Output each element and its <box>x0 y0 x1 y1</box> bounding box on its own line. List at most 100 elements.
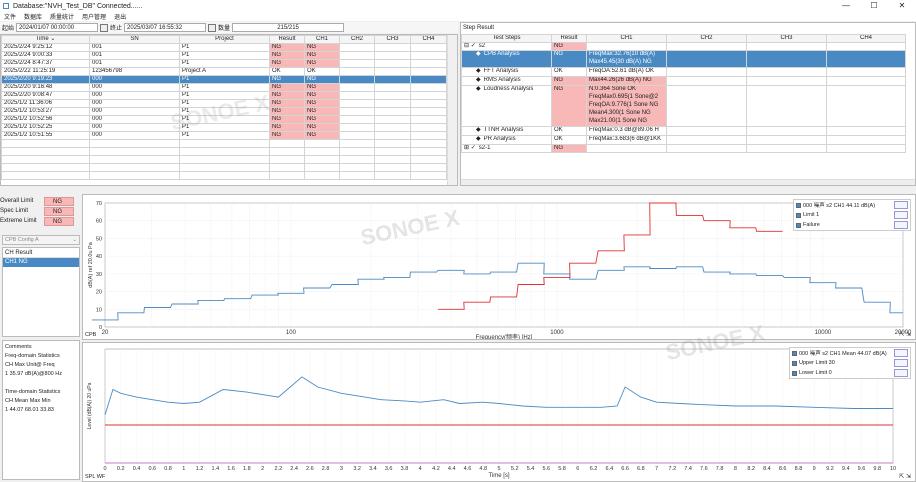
tree-toggle-icon[interactable]: ⊞ ✓ <box>464 145 476 152</box>
step-ch1-cell <box>586 42 667 51</box>
column-header-project[interactable]: Project <box>179 35 270 44</box>
column-header-ch2[interactable]: CH2 <box>339 35 375 44</box>
table-cell: 000 <box>89 123 180 132</box>
step-row[interactable]: ◆ FFT Analysis OK FreqOA:52.61 dB(A) OK <box>461 67 906 77</box>
diamond-icon[interactable]: ◆ <box>476 77 481 84</box>
column-header-step-result[interactable]: Result <box>551 34 587 43</box>
table-row[interactable]: 2025/1/2 10:52:56 000 P1 NG NG <box>1 115 447 124</box>
step-ch1-cell: Max44.26(26 dB(A) NG <box>586 76 667 86</box>
step-cell <box>826 135 906 145</box>
x-tick-label: 1.6 <box>227 466 235 472</box>
diamond-icon[interactable]: ◆ <box>476 136 481 143</box>
column-header-result[interactable]: Result <box>269 35 305 44</box>
step-row[interactable]: ◆ Loudness Analysis NG N:0.364 Sone OK FreqM… <box>461 85 906 127</box>
legend-item-failure[interactable]: Failure <box>794 220 910 230</box>
table-cell: NG <box>269 43 305 52</box>
ch-result-item[interactable]: CH1 NG <box>3 258 79 267</box>
table-row[interactable]: 2025/1/2 10:51:55 000 P1 NG NG <box>1 131 447 140</box>
step-row[interactable]: ◆ TTNR Analysis OK FreqMax:0.3 dB@89.06 H <box>461 126 906 136</box>
column-header-step-ch4[interactable]: CH4 <box>826 34 906 43</box>
x-tick-label: 9.6 <box>858 466 866 472</box>
step-row[interactable]: ⊟ ✓ s2 NG <box>461 42 906 51</box>
start-date-field[interactable]: 2024/01/07 00:00:00 <box>16 23 99 32</box>
diamond-icon[interactable]: ◆ <box>476 127 481 134</box>
table-row[interactable]: 2025/1/2 11:36:06 000 P1 NG NG <box>1 99 447 108</box>
records-table: Time ⌄ SN Project Result CH1 CH2 CH3 CH4… <box>1 35 447 180</box>
column-header-test-steps[interactable]: Test Steps <box>461 34 552 43</box>
vertical-scrollbar[interactable] <box>447 35 457 185</box>
table-cell: NG <box>304 75 340 84</box>
step-result-cell: NG <box>551 42 587 51</box>
table-cell: 2025/2/22 11:25:19 <box>1 67 90 76</box>
horizontal-scrollbar[interactable] <box>461 179 915 185</box>
end-date-field[interactable]: 2025/03/07 16:55:32 <box>124 23 207 32</box>
zoom-controls[interactable]: ⇱ ⇲ <box>899 474 911 480</box>
table-cell <box>339 171 375 180</box>
table-cell: NG <box>269 51 305 60</box>
column-header-ch1[interactable]: CH1 <box>304 35 340 44</box>
legend-item-limit[interactable]: Limit 1 <box>794 210 910 220</box>
zoom-controls[interactable]: ⇱ ⇲ <box>899 332 911 338</box>
legend-swatch <box>792 370 797 376</box>
table-cell <box>410 67 447 76</box>
step-cell <box>746 50 827 68</box>
step-row[interactable]: ◆ RMS Analysis NG Max44.26(26 dB(A) NG <box>461 76 906 86</box>
table-cell <box>374 123 411 132</box>
menu-quality[interactable]: 质量统计 <box>50 15 75 21</box>
step-cell <box>666 135 747 145</box>
column-header-step-ch3[interactable]: CH3 <box>746 34 827 43</box>
menu-users[interactable]: 用户管理 <box>82 15 107 21</box>
table-row[interactable]: 2025/2/24 8:47:37 001 P1 NG NG <box>1 59 447 68</box>
close-button[interactable]: ✕ <box>898 1 906 10</box>
step-cell <box>826 76 906 86</box>
table-row[interactable]: 2025/2/20 9:08:47 000 P1 NG NG <box>1 91 447 100</box>
table-cell <box>374 51 411 60</box>
column-header-ch4[interactable]: CH4 <box>410 35 447 44</box>
step-row[interactable]: ◆ PR Analysis OK FreqMax:3.683(6 dB@1KK <box>461 135 906 145</box>
tree-toggle-icon[interactable]: ⊟ ✓ <box>464 43 476 50</box>
table-cell: P1 <box>179 131 270 140</box>
table-row[interactable]: 2025/2/20 9:16:48 000 P1 NG NG <box>1 83 447 92</box>
column-header-step-ch2[interactable]: CH2 <box>666 34 747 43</box>
maximize-button[interactable]: ☐ <box>870 1 878 10</box>
menu-exit[interactable]: 退出 <box>114 15 127 21</box>
cpb-chart[interactable]: 0 10 20 30 40 50 60 70 20 100 1000 10000 20000 Freque… <box>83 195 915 339</box>
x-tick-label: 3.2 <box>353 466 361 472</box>
diamond-icon[interactable]: ◆ <box>476 68 481 75</box>
x-tick-label: 0.6 <box>148 466 156 472</box>
table-row[interactable]: 2025/2/24 9:00:33 001 P1 NG NG <box>1 51 447 60</box>
table-cell <box>89 155 180 164</box>
table-row[interactable]: 2025/2/20 9:19:23 000 P1 NG NG <box>1 75 447 84</box>
table-cell <box>339 147 375 156</box>
table-cell: P1 <box>179 115 270 124</box>
column-header-sn[interactable]: SN <box>89 35 180 44</box>
x-tick-label: 7.2 <box>669 466 677 472</box>
table-row[interactable]: 2025/1/2 10:52:25 000 P1 NG NG <box>1 123 447 132</box>
menu-file[interactable]: 文件 <box>4 15 17 21</box>
legend-item-lower[interactable]: Lower Limit 0 <box>790 368 910 378</box>
table-cell <box>1 171 90 180</box>
table-row[interactable]: 2025/2/22 11:25:19 123456798 Project A OK OK <box>1 67 447 76</box>
cpb-config-select[interactable]: CPB Config A ⌄ <box>2 235 80 245</box>
column-header-ch3[interactable]: CH3 <box>374 35 411 44</box>
calendar-icon[interactable] <box>100 23 109 32</box>
x-tick-label: 5.4 <box>527 466 535 472</box>
x-tick-label: 8.2 <box>747 466 755 472</box>
step-row[interactable]: ⊞ ✓ s2-1 NG <box>461 144 906 153</box>
time-chart[interactable]: 0 0.2 0.4 0.6 0.8 1 1.2 1.4 1.6 1.8 2 2.2 2.4 2.6 2.8 3… <box>83 343 915 481</box>
table-cell <box>374 155 411 164</box>
step-name: FFT Analysis <box>483 68 519 75</box>
column-header-time[interactable]: Time ⌄ <box>1 35 90 44</box>
calendar-icon[interactable] <box>208 23 217 32</box>
diamond-icon[interactable]: ◆ <box>476 86 481 93</box>
step-row[interactable]: ◆ CPB Analysis NG FreqMax:32.76(10 dB(A) Max… <box>461 50 906 68</box>
minimize-button[interactable]: — <box>842 1 850 10</box>
menu-database[interactable]: 数据库 <box>24 15 43 21</box>
legend-item-series[interactable]: 000 噪声 s2 CH1 44.11 dB(A) <box>794 200 910 210</box>
diamond-icon[interactable]: ◆ <box>476 51 481 58</box>
table-row[interactable]: 2025/2/24 9:25:12 001 P1 NG NG <box>1 43 447 52</box>
column-header-step-ch1[interactable]: CH1 <box>586 34 667 43</box>
legend-item-series[interactable]: 000 噪声 s2 CH1 Mean 44.07 dB(A) <box>790 348 910 358</box>
table-row[interactable]: 2025/1/2 10:53:27 000 P1 NG NG <box>1 107 447 116</box>
legend-item-upper[interactable]: Upper Limit 30 <box>790 358 910 368</box>
